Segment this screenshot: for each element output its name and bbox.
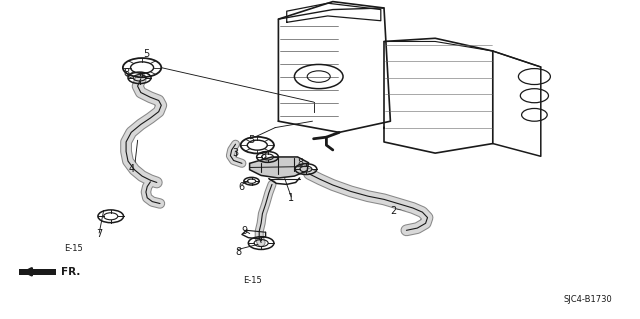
- Text: FR.: FR.: [61, 267, 80, 277]
- Text: 6: 6: [239, 182, 245, 192]
- Text: 8: 8: [124, 68, 130, 78]
- Text: 9: 9: [241, 226, 248, 236]
- Text: 5: 5: [143, 49, 149, 59]
- Text: 4: 4: [128, 164, 134, 174]
- Text: E-15: E-15: [243, 276, 262, 285]
- Text: 8: 8: [298, 158, 304, 168]
- Text: 8: 8: [260, 151, 267, 161]
- Text: 1: 1: [288, 193, 294, 203]
- Text: 2: 2: [390, 205, 397, 216]
- Polygon shape: [250, 157, 308, 178]
- Text: SJC4-B1730: SJC4-B1730: [563, 295, 612, 304]
- Polygon shape: [19, 269, 56, 275]
- Text: 7: 7: [96, 228, 102, 239]
- Text: 3: 3: [232, 148, 239, 158]
- Text: 8: 8: [235, 247, 241, 257]
- Text: E-15: E-15: [64, 244, 83, 253]
- Text: 5: 5: [248, 135, 255, 145]
